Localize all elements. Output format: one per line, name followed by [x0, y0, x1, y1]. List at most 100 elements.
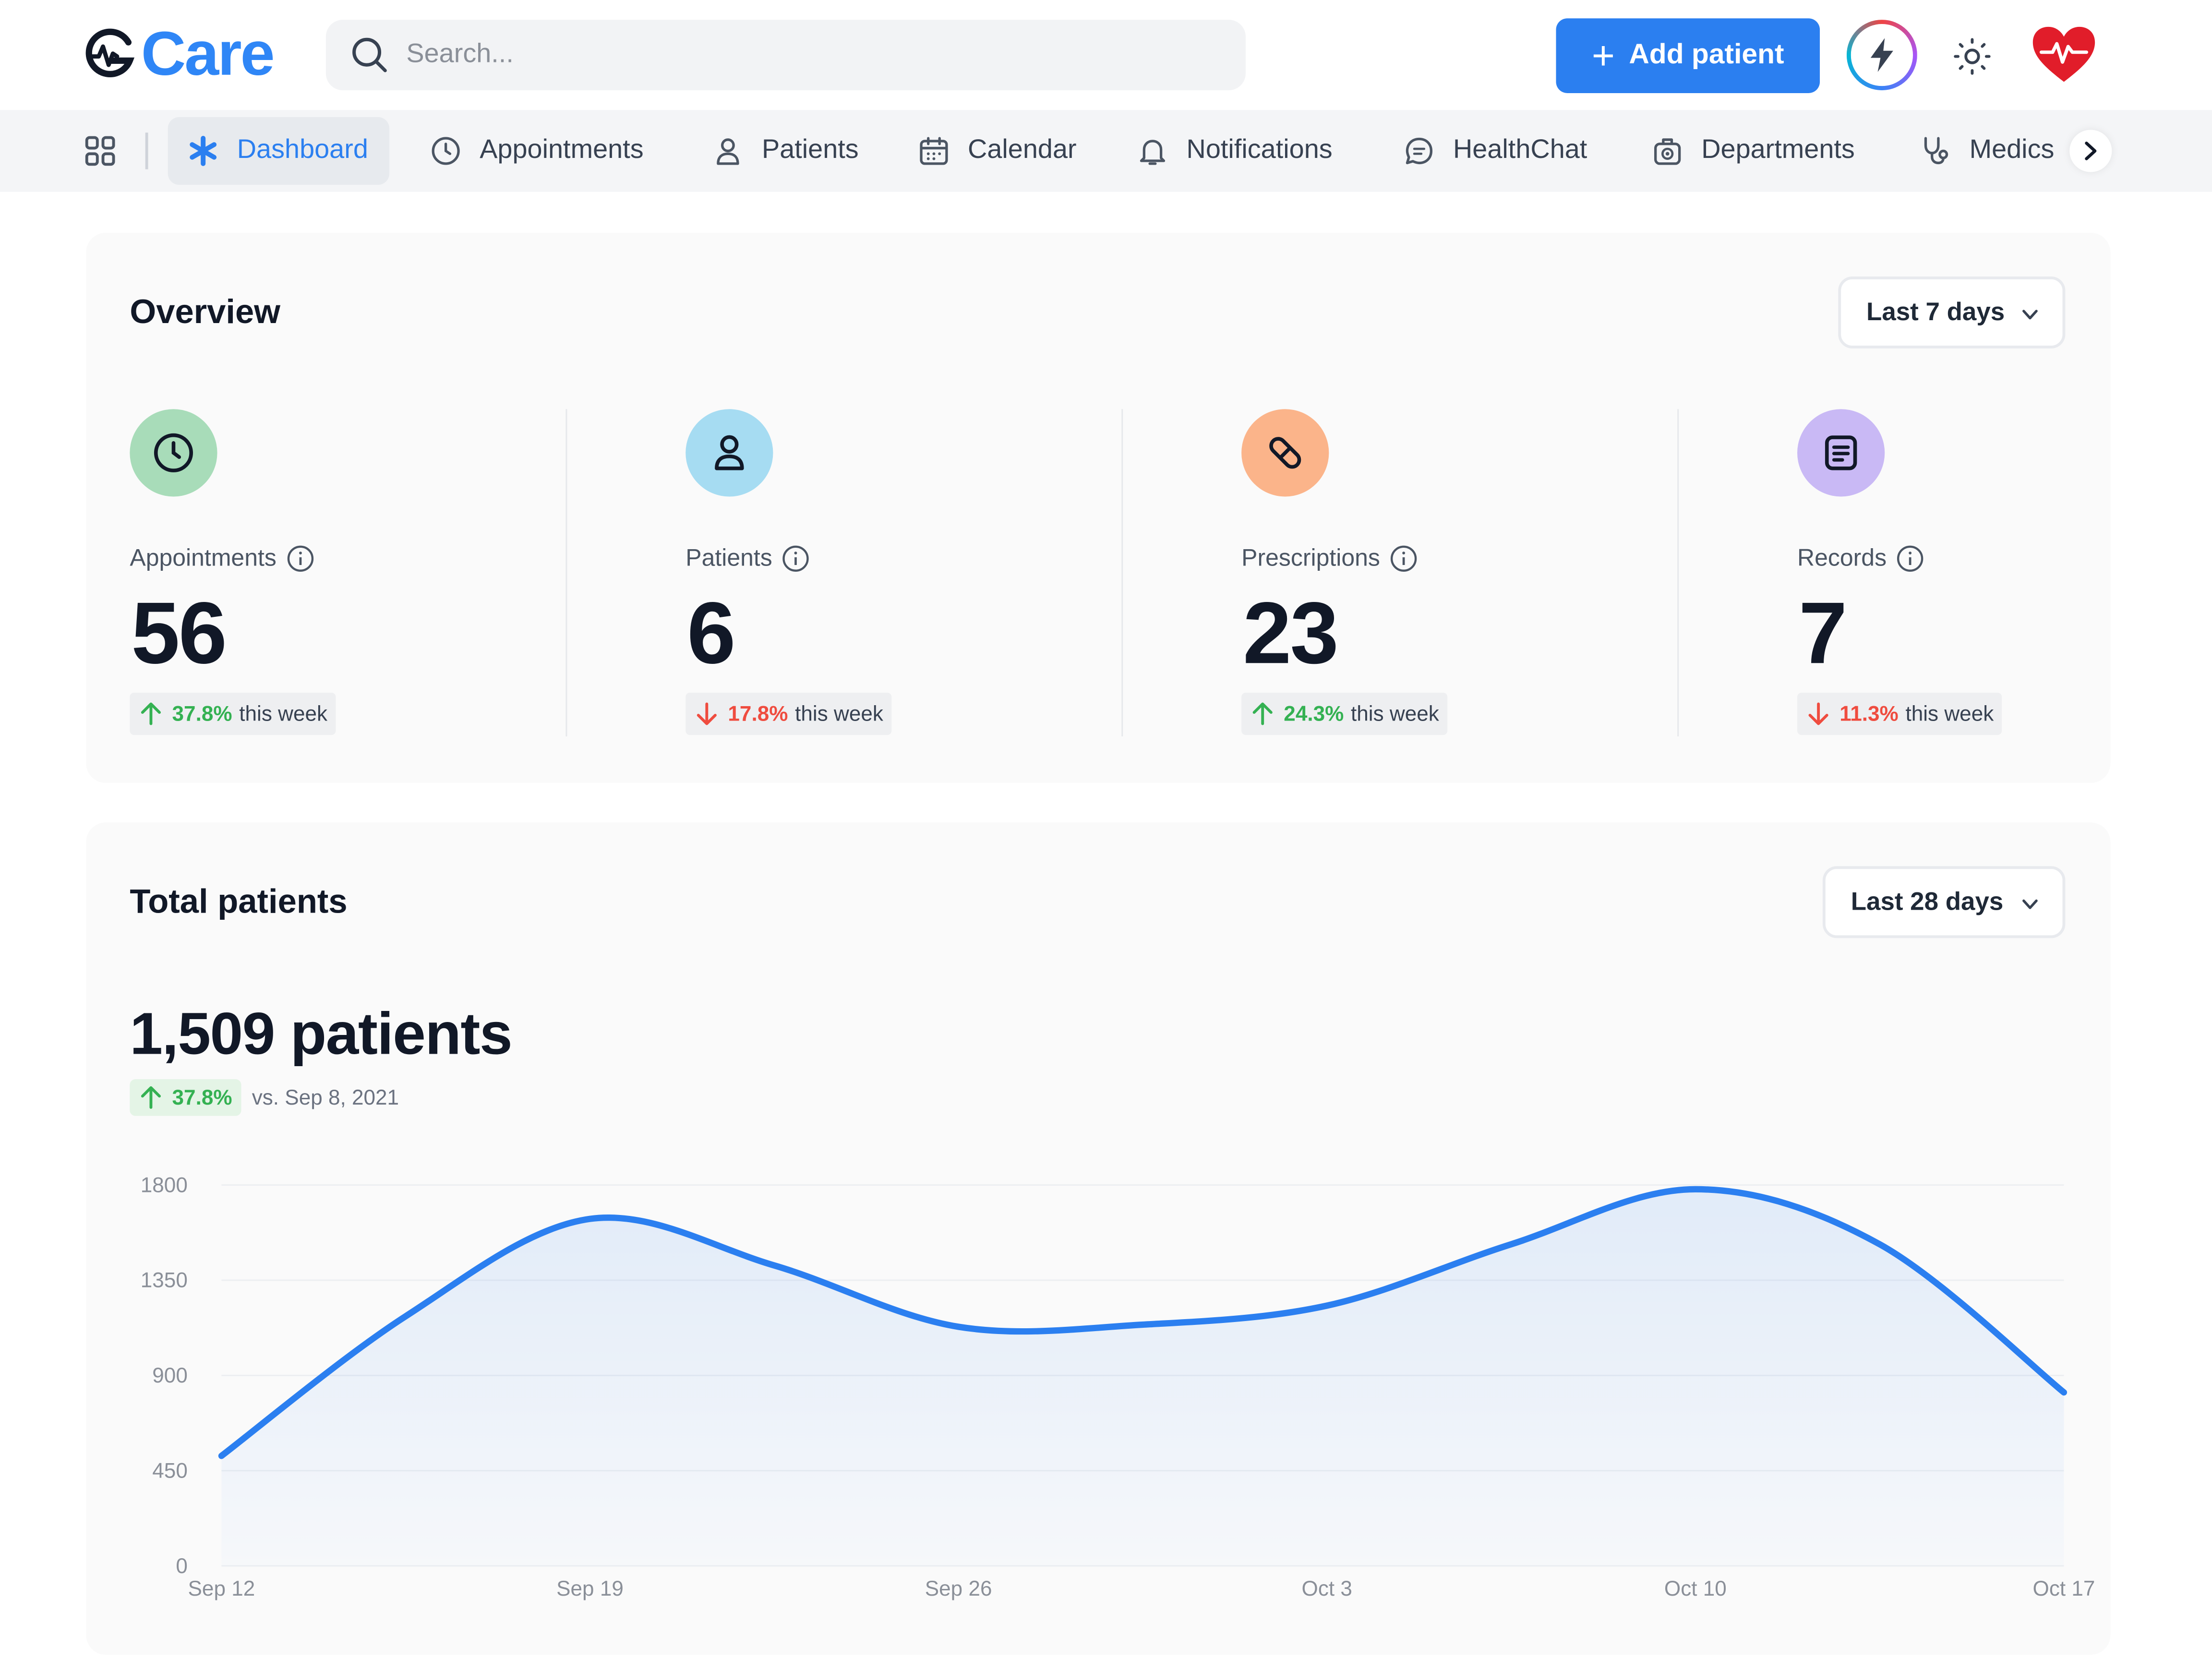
add-patient-label: Add patient	[1629, 39, 1784, 71]
total-patients-value: 1,509 patients	[130, 1000, 512, 1067]
arrow-up-icon	[141, 1086, 161, 1109]
tab-departments-label: Departments	[1701, 135, 1855, 165]
tab-appointments-label: Appointments	[480, 135, 644, 165]
trend-percent: 37.8%	[172, 1085, 232, 1110]
trend-pill: 37.8%	[130, 1079, 241, 1116]
info-icon[interactable]	[1390, 544, 1418, 573]
chevron-right-icon	[2085, 142, 2097, 160]
trend-period: this week	[239, 702, 328, 726]
stat-icon-records	[1797, 409, 1885, 497]
x-tick-label: Oct 17	[2033, 1577, 2095, 1600]
calendar-icon	[920, 137, 948, 165]
y-tick-label: 1350	[141, 1269, 188, 1292]
bell-icon	[1140, 140, 1166, 165]
trend-percent: 37.8%	[172, 702, 232, 726]
top-header: Care + Add patient	[0, 0, 2212, 110]
tab-medics-label: Medics	[1969, 135, 2055, 165]
total-patients-range-dropdown[interactable]: Last 28 days	[1822, 866, 2066, 938]
stat-divider	[565, 409, 567, 737]
tab-patients[interactable]: Patients	[712, 117, 859, 185]
arrow-down-icon	[697, 702, 717, 725]
arrow-up-icon	[1252, 702, 1273, 725]
stat-icon-prescriptions	[1241, 409, 1329, 497]
stat-label-patients: Patients	[685, 544, 810, 573]
tab-departments[interactable]: Departments	[1652, 117, 1855, 185]
hospital-icon	[1654, 138, 1681, 165]
apps-grid-icon[interactable]	[84, 135, 116, 167]
total-patients-trend: 37.8% vs. Sep 8, 2021	[130, 1079, 399, 1116]
info-icon[interactable]	[782, 544, 810, 573]
total-patients-range-value: Last 28 days	[1851, 887, 2004, 916]
trend-comparison: vs. Sep 8, 2021	[252, 1085, 399, 1110]
x-tick-label: Oct 10	[1664, 1577, 1727, 1600]
tab-calendar-label: Calendar	[968, 135, 1077, 165]
logo-mark-icon	[85, 28, 135, 77]
stat-trend-patients: 17.8% this week	[685, 692, 892, 735]
nav-scroll-right-button[interactable]	[2069, 130, 2112, 172]
overview-range-dropdown[interactable]: Last 7 days	[1838, 276, 2066, 349]
add-patient-button[interactable]: + Add patient	[1556, 18, 1820, 93]
tab-notifications-label: Notifications	[1186, 135, 1333, 165]
total-patients-card: Total patients Last 28 days 1,509 patien…	[86, 822, 2111, 1655]
tab-medics[interactable]: Medics	[1920, 117, 2055, 185]
document-icon	[1825, 435, 1857, 470]
y-tick-label: 1800	[141, 1173, 188, 1197]
stethoscope-icon	[1924, 137, 1948, 165]
stat-label-records: Records	[1797, 544, 1924, 573]
stat-icon-appointments	[130, 409, 217, 497]
stat-label-text: Patients	[685, 544, 772, 572]
tab-calendar[interactable]: Calendar	[918, 117, 1077, 185]
info-icon[interactable]	[1897, 544, 1925, 573]
pill-icon	[1269, 437, 1301, 469]
y-tick-label: 900	[152, 1364, 188, 1387]
stat-value-appointments: 56	[131, 585, 227, 683]
chevron-down-icon	[2022, 899, 2038, 909]
trend-period: this week	[1351, 702, 1439, 726]
tab-patients-label: Patients	[761, 135, 859, 165]
stat-trend-prescriptions: 24.3% this week	[1241, 692, 1448, 735]
plus-icon: +	[1591, 33, 1615, 77]
tab-healthchat[interactable]: HealthChat	[1404, 117, 1587, 185]
search-input[interactable]	[406, 39, 1197, 71]
stat-appointments: Appointments 56 37.8% this week	[130, 409, 595, 736]
stat-label-appointments: Appointments	[130, 544, 314, 573]
x-tick-label: Sep 12	[188, 1577, 255, 1600]
chat-icon	[1406, 137, 1433, 165]
tab-dashboard[interactable]: Dashboard	[168, 117, 389, 185]
theme-toggle-button[interactable]	[1949, 34, 1995, 79]
stat-icon-patients	[685, 409, 773, 497]
trend-period: this week	[795, 702, 883, 726]
trend-percent: 11.3%	[1839, 702, 1899, 726]
overview-card: Overview Last 7 days Appointments 56 37.…	[86, 232, 2111, 783]
stat-records: Records 7 11.3% this week	[1797, 409, 2212, 736]
logo-text: Care	[141, 20, 275, 89]
stat-prescriptions: Prescriptions 23 24.3% this week	[1241, 409, 1707, 736]
x-tick-label: Sep 19	[556, 1577, 624, 1600]
nav-divider	[145, 132, 148, 169]
info-icon[interactable]	[286, 544, 314, 573]
heart-rate-icon[interactable]	[2032, 25, 2096, 84]
tab-appointments[interactable]: Appointments	[430, 117, 644, 185]
stat-divider	[1121, 409, 1123, 737]
lightning-bolt-icon	[1870, 38, 1893, 72]
quick-actions-button[interactable]	[1847, 20, 1917, 90]
y-tick-label: 0	[176, 1554, 188, 1578]
stat-trend-appointments: 37.8% this week	[130, 692, 336, 735]
overview-range-value: Last 7 days	[1866, 298, 2005, 326]
clock-icon	[432, 137, 460, 165]
arrow-down-icon	[1808, 702, 1828, 725]
total-patients-title: Total patients	[130, 883, 348, 922]
arrow-up-icon	[141, 702, 161, 725]
trend-period: this week	[1905, 702, 1994, 726]
stat-value-prescriptions: 23	[1243, 585, 1339, 683]
tab-dashboard-label: Dashboard	[237, 135, 368, 165]
trend-percent: 24.3%	[1284, 702, 1344, 726]
user-icon	[715, 435, 744, 470]
x-tick-label: Oct 3	[1302, 1577, 1352, 1600]
stat-label-text: Appointments	[130, 544, 276, 572]
overview-title: Overview	[130, 293, 281, 332]
search-bar[interactable]	[325, 20, 1246, 91]
tab-notifications[interactable]: Notifications	[1137, 117, 1333, 185]
app-logo[interactable]: Care	[82, 20, 275, 89]
